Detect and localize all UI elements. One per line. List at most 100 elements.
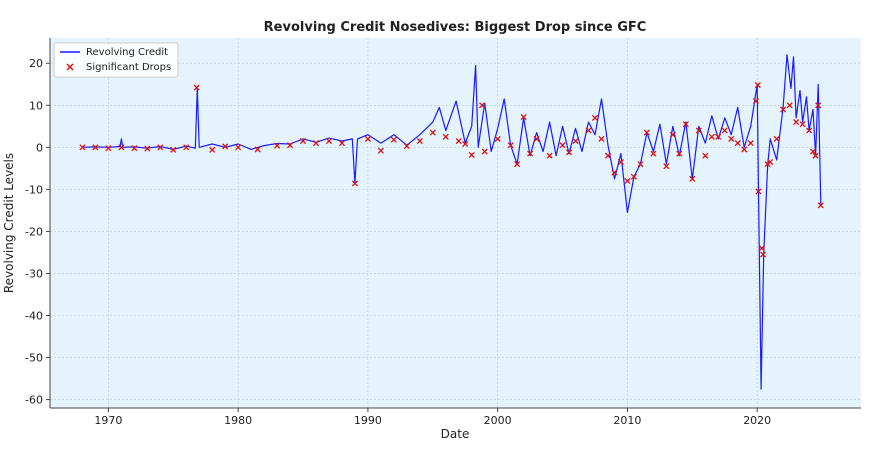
significant-drop-marker — [533, 135, 540, 142]
significant-drop-marker — [118, 144, 125, 151]
x-tick-label: 1990 — [354, 414, 382, 427]
significant-drop-marker — [754, 82, 761, 89]
significant-drop-marker — [520, 113, 527, 121]
y-axis-title: Revolving Credit Levels — [2, 153, 16, 293]
x-axis-ticks: 1970 1980 1990 2000 2010 2020 — [94, 408, 771, 427]
significant-drop-marker — [806, 127, 813, 134]
significant-drop-marker — [546, 152, 553, 159]
legend-box — [53, 42, 179, 78]
y-tick-label: -30 — [25, 267, 43, 280]
significant-drop-marker — [663, 163, 670, 170]
plot-area-background — [50, 38, 861, 408]
significant-drop-marker — [507, 142, 514, 149]
significant-drop-marker — [274, 142, 281, 149]
chart-title: Revolving Credit Nosedives: Biggest Drop… — [264, 20, 647, 35]
y-tick-label: 0 — [36, 141, 43, 154]
significant-drop-marker — [630, 173, 637, 180]
legend-label-revolving-credit: Revolving Credit — [86, 47, 168, 58]
significant-drop-marker — [286, 142, 294, 149]
significant-drop-marker — [193, 84, 200, 91]
significant-drop-marker — [689, 175, 696, 182]
significant-drop-marker — [79, 144, 86, 151]
significant-drop-marker — [682, 121, 689, 128]
significant-drop-marker — [741, 146, 748, 153]
significant-drop-marker — [479, 102, 486, 109]
significant-drop-marker — [235, 144, 242, 151]
significant-drop-marker — [721, 127, 728, 134]
significant-drop-marker — [815, 102, 822, 109]
significant-drop-marker — [747, 140, 754, 147]
significant-drop-marker — [559, 142, 566, 149]
significant-drop-marker — [92, 144, 99, 151]
x-tick-label: 2020 — [743, 414, 771, 427]
y-tick-label: 10 — [29, 99, 43, 112]
y-tick-label: -20 — [25, 225, 43, 238]
significant-drop-marker — [254, 146, 261, 153]
x-tick-label: 2000 — [484, 414, 512, 427]
significant-drop-marker — [572, 137, 579, 145]
significant-drop-marker — [222, 143, 229, 150]
significant-drop-marker — [643, 129, 650, 136]
significant-drop-marker — [604, 152, 612, 159]
significant-drop-marker — [786, 102, 793, 109]
significant-drop-marker — [598, 135, 605, 142]
y-tick-label: -10 — [25, 183, 43, 196]
x-tick-label: 1980 — [224, 414, 252, 427]
significant-drop-marker — [416, 137, 423, 145]
significant-drop-marker — [462, 140, 469, 148]
y-axis-ticks: -60 -50 -40 -30 -20 -10 0 10 20 — [25, 57, 50, 407]
significant-drop-marker — [817, 202, 824, 209]
significant-drop-marker — [170, 146, 177, 153]
y-tick-label: -40 — [25, 310, 43, 323]
significant-drop-marker — [767, 158, 774, 166]
significant-drop-marker — [299, 137, 307, 145]
significant-drop-marker — [514, 161, 521, 168]
significant-drop-marker — [611, 169, 618, 176]
legend-marker-swatch — [66, 63, 74, 71]
significant-drop-marker — [799, 121, 806, 128]
significant-drop-marker — [773, 135, 780, 142]
legend: Revolving Credit Significant Drops — [53, 42, 179, 78]
significant-drop-marker — [144, 145, 151, 152]
significant-drop-marker — [676, 150, 683, 157]
y-tick-label: 20 — [29, 57, 43, 70]
significant-drop-marker — [403, 142, 410, 150]
significant-drop-marker — [105, 145, 112, 152]
significant-drop-marker — [650, 150, 657, 157]
significant-drop-marker — [759, 251, 767, 258]
y-tick-label: -50 — [25, 352, 43, 365]
significant-drop-marker — [157, 144, 164, 151]
significant-drop-marker — [468, 151, 475, 158]
significant-drop-marker — [624, 177, 631, 185]
significant-drop-marker — [715, 133, 722, 140]
significant-drop-marker — [312, 140, 320, 147]
significant-drop-marker — [669, 131, 676, 138]
significant-drop-marker — [131, 145, 138, 152]
significant-drop-marker — [429, 129, 436, 136]
x-tick-label: 1970 — [94, 414, 122, 427]
significant-drop-marker — [617, 158, 625, 166]
legend-label-significant-drops: Significant Drops — [86, 62, 171, 73]
significant-drop-marker — [734, 140, 741, 147]
significant-drop-marker — [377, 147, 384, 154]
significant-drop-marker — [728, 135, 735, 142]
significant-drop-marker — [209, 146, 216, 153]
significant-drop-marker — [364, 135, 371, 142]
x-axis-title: Date — [441, 427, 470, 441]
significant-drop-marker — [325, 137, 333, 145]
significant-drop-marker — [780, 106, 787, 113]
significant-drop-marker — [494, 135, 501, 142]
significant-drop-markers — [79, 82, 824, 258]
significant-drop-marker — [755, 188, 762, 195]
grid-lines — [50, 38, 861, 408]
significant-drop-marker — [758, 245, 765, 252]
significant-drop-marker — [793, 119, 800, 126]
significant-drop-marker — [442, 133, 449, 140]
y-tick-label: -60 — [25, 394, 43, 407]
significant-drop-marker — [708, 133, 715, 140]
significant-drop-marker — [585, 127, 592, 134]
significant-drop-marker — [351, 180, 358, 187]
significant-drop-marker — [481, 148, 488, 155]
significant-drop-marker — [183, 144, 190, 151]
significant-drop-marker — [455, 137, 462, 145]
